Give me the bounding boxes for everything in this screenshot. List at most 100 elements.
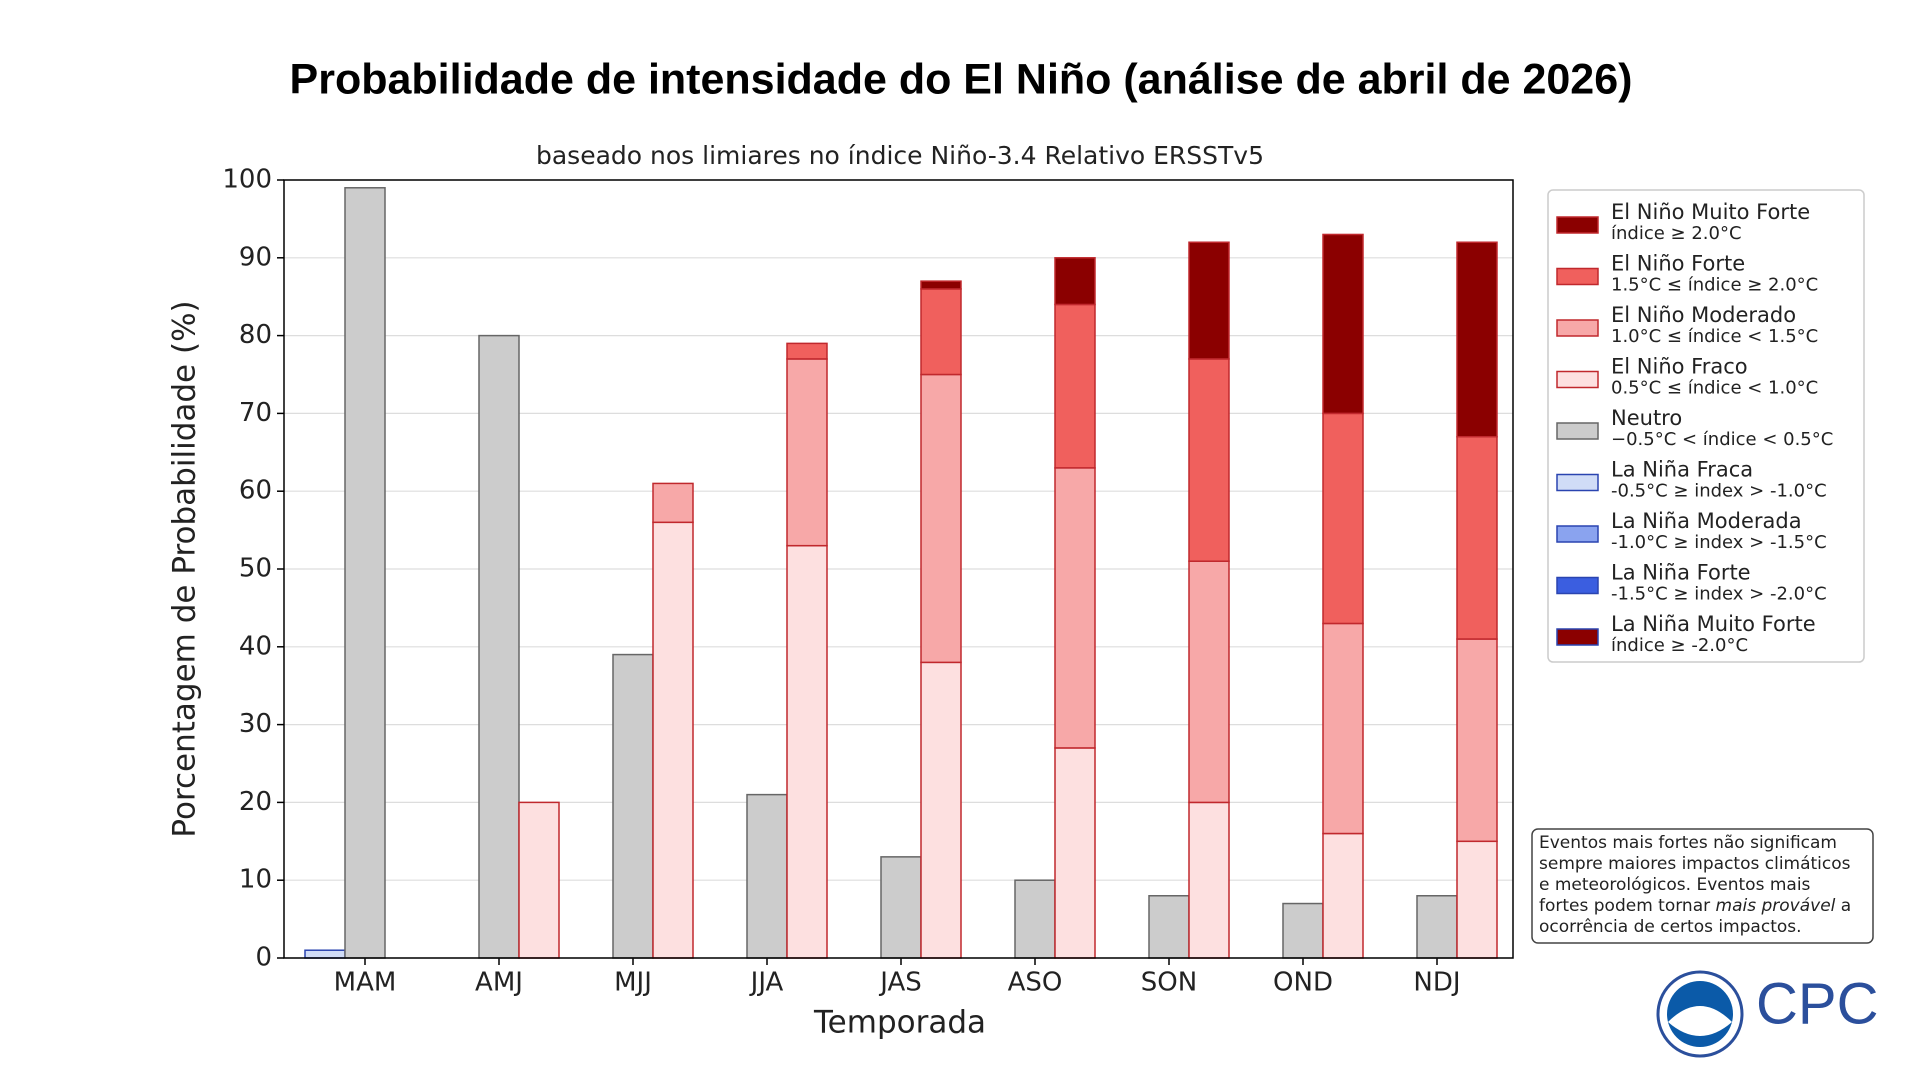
legend-description: índice ≥ -2.0°C [1611,635,1748,656]
x-axis-label: Temporada [813,1005,986,1041]
chart-subtitle: baseado nos limiares no índice Niño-3.4 … [536,141,1264,170]
legend-label: La Niña Moderada [1611,509,1802,533]
note-text: fortes podem tornar [1539,896,1716,916]
x-tick-label: MJJ [614,968,652,998]
legend-description: -1.5°C ≥ index > -2.0°C [1611,584,1827,605]
legend-swatch [1556,473,1599,492]
bar [1322,622,1364,835]
note-box [1531,828,1874,944]
legend-swatch [1556,525,1599,543]
legend-label: Neutro [1611,406,1682,430]
bar [1188,241,1230,360]
x-tick-label: SON [1141,968,1197,998]
y-tick-label: 30 [239,709,272,739]
bar [746,793,788,959]
bar [652,521,694,959]
bar [1456,638,1498,843]
legend-swatch [1556,267,1599,286]
bar [786,342,828,360]
legend-description: índice ≥ 2.0°C [1611,223,1742,244]
bar [1014,879,1056,959]
bar [1188,560,1230,804]
bar [1322,832,1364,959]
bar [880,856,922,959]
note-text: e meteorológicos. Eventos mais [1539,875,1811,895]
note-line: Eventos mais fortes não significam [1539,833,1837,853]
bar [920,288,962,376]
legend-label: El Niño Fraco [1611,355,1748,379]
y-tick-label: 50 [239,554,272,584]
y-tick-label: 40 [239,631,272,661]
bar [1282,902,1324,959]
note-text: sempre maiores impactos climáticos [1539,854,1851,874]
bar [1188,801,1230,959]
plot-frame [283,179,1514,959]
bar [478,334,520,959]
legend-description: −0.5°C < índice < 0.5°C [1611,429,1833,450]
x-tick-label: JJA [749,968,784,998]
bar [652,482,694,524]
bar [1456,241,1498,438]
bar [1054,257,1096,306]
note-text: mais provável [1716,896,1836,916]
y-tick-label: 0 [255,943,272,973]
y-tick-label: 70 [239,398,272,428]
y-tick-label: 100 [222,165,272,195]
bar [1188,358,1230,562]
bar [920,373,962,664]
legend-swatch [1556,576,1599,595]
legend-swatch [1556,628,1599,646]
bar [1456,840,1498,959]
x-tick-label: NDJ [1413,968,1460,998]
legend-swatch [1556,216,1599,234]
bar [1456,435,1498,640]
bar [1322,233,1364,415]
legend-label: El Niño Forte [1611,252,1745,276]
x-tick-label: ASO [1008,968,1063,998]
bar [1148,895,1190,959]
x-tick-label: MAM [334,968,397,998]
legend-label: La Niña Forte [1611,561,1751,585]
legend-description: -0.5°C ≥ index > -1.0°C [1611,481,1827,502]
note-line: e meteorológicos. Eventos mais [1539,875,1811,895]
logo-wave [1668,1006,1732,1036]
y-tick-label: 60 [239,476,272,506]
x-tick-label: AMJ [475,968,523,998]
bar [1416,895,1458,959]
note-line: fortes podem tornar mais provável a [1539,896,1851,916]
legend-label: La Niña Fraca [1611,458,1753,482]
logo-text: CPC [1756,971,1878,1036]
legend-description: 1.0°C ≤ índice < 1.5°C [1611,326,1818,347]
legend-swatch [1556,319,1599,337]
legend-description: -1.0°C ≥ index > -1.5°C [1611,532,1827,553]
logo: CPC [1656,970,1878,1058]
bar [920,280,962,290]
bar [920,661,962,959]
y-tick-label: 10 [239,865,272,895]
y-tick-label: 90 [239,242,272,272]
y-tick-label: 80 [239,320,272,350]
x-tick-label: OND [1273,968,1333,998]
bar [1054,303,1096,469]
legend-box [1547,189,1865,663]
legend-swatch [1556,422,1599,440]
note-text: a [1835,896,1851,916]
note-line: sempre maiores impactos climáticos [1539,854,1851,874]
chart-title: Probabilidade de intensidade do El Niño … [290,55,1633,103]
bar [786,544,828,959]
bar [1322,412,1364,625]
note-line: ocorrência de certos impactos. [1539,917,1802,937]
note-text: ocorrência de certos impactos. [1539,917,1802,937]
legend-description: 1.5°C ≤ índice ≥ 2.0°C [1611,275,1818,296]
legend-label: La Niña Muito Forte [1611,612,1816,636]
legend-description: 0.5°C ≤ índice < 1.0°C [1611,378,1818,399]
legend-swatch [1556,370,1599,389]
y-tick-label: 20 [239,787,272,817]
bar [518,801,560,959]
x-tick-label: JAS [878,968,922,998]
bar [304,949,346,959]
bar [786,358,828,547]
bar [344,187,386,959]
y-axis-label: Porcentagem de Probabilidade (%) [167,300,203,837]
